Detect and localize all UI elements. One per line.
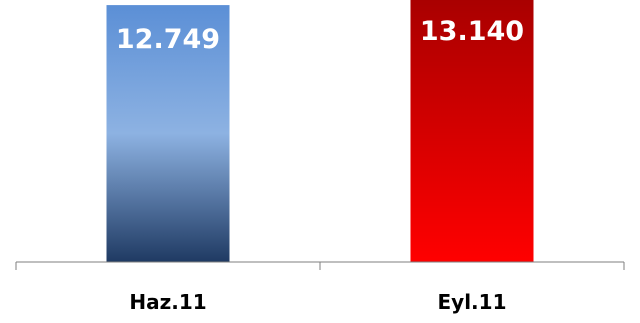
bar-haz-11 — [106, 5, 230, 262]
data-label: 12.749 — [116, 24, 220, 55]
x-axis — [15, 261, 625, 270]
data-label: 13.140 — [420, 16, 524, 47]
x-tick-label: Eyl.11 — [438, 290, 507, 314]
bar-eyl-11 — [410, 0, 534, 262]
x-tick-label: Haz.11 — [129, 290, 206, 314]
